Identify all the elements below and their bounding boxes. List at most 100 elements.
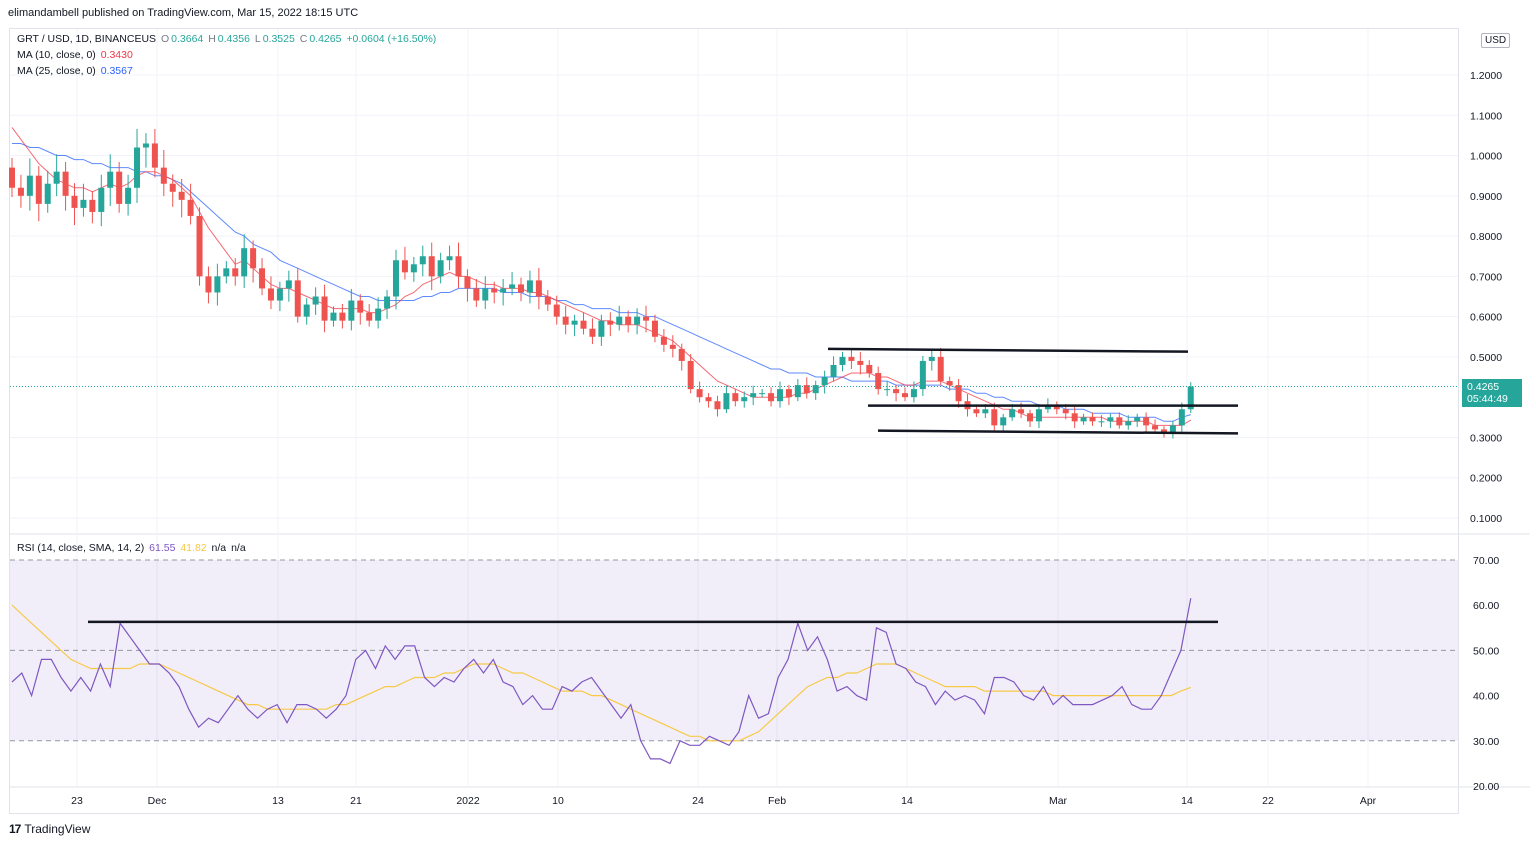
legend-rsi-label: RSI (14, close, SMA, 14, 2) (17, 542, 145, 554)
candle-body (580, 320, 587, 329)
candle-body (875, 373, 882, 390)
price-tick-label: 0.8000 (1470, 231, 1502, 243)
candle (973, 405, 980, 417)
price-tick-label: 1.2000 (1470, 70, 1502, 82)
candle-body (535, 280, 542, 297)
candle (696, 381, 703, 403)
legend-open: 0.3664 (171, 33, 204, 45)
candle (669, 335, 676, 358)
candle-body (821, 377, 828, 386)
legend-symbol-row: GRT / USD, 1D, BINANCEUS O 0.3664 H 0.4356… (17, 33, 438, 45)
legend-na-2: n/a (231, 542, 246, 554)
candle (651, 314, 658, 343)
candle-body (303, 304, 310, 317)
candle (759, 389, 766, 398)
candle-body (1080, 417, 1087, 422)
tradingview-brand: TradingView (24, 822, 91, 836)
candle-body (169, 183, 176, 192)
candle-body (196, 215, 203, 277)
candle-body (714, 401, 721, 410)
candle (607, 312, 614, 337)
candle (625, 310, 632, 333)
candle (1098, 415, 1105, 427)
candle-body (151, 143, 158, 168)
candle-body (250, 248, 257, 269)
candle (366, 304, 373, 327)
candle-body (357, 300, 364, 313)
time-tick-label: Mar (1049, 795, 1068, 807)
candle (526, 270, 533, 304)
candle-body (1027, 413, 1034, 422)
candle (714, 395, 721, 417)
candle (1053, 401, 1060, 415)
candle (384, 289, 391, 319)
candle (71, 183, 78, 226)
candle-body (437, 260, 444, 277)
candle (803, 377, 810, 399)
candle-body (259, 268, 266, 289)
rsi-line (11, 598, 1192, 765)
candle-body (473, 288, 480, 301)
candle-body (598, 320, 605, 337)
candle-body (518, 284, 525, 293)
price-tick-label: 0.1000 (1470, 513, 1502, 525)
legend-close-label: C (299, 33, 308, 45)
time-tick-label: 23 (71, 795, 83, 807)
published-info: elimandambell published on TradingView.c… (8, 7, 359, 19)
candle (151, 128, 158, 178)
rsi-ma-line (11, 604, 1192, 742)
candle (884, 381, 891, 397)
legend-high: 0.4356 (217, 33, 250, 45)
candle (866, 360, 873, 378)
candle (357, 294, 364, 325)
candle-body (232, 268, 239, 277)
legend-high-label: H (208, 33, 216, 45)
legend-rsi-row: RSI (14, close, SMA, 14, 2) 61.55 41.82 … (17, 542, 248, 554)
candle-body (348, 300, 355, 321)
bar-countdown: 05:44:49 (1467, 393, 1508, 405)
candle-body (768, 393, 775, 402)
candle (839, 351, 846, 372)
candle (160, 150, 167, 197)
candle (1152, 419, 1159, 433)
candle-body (634, 316, 641, 325)
candle-body (366, 312, 373, 321)
legend-na-1: n/a (211, 542, 227, 554)
candle-body (285, 280, 292, 289)
candle-body (1098, 421, 1105, 423)
candle (437, 252, 444, 284)
candle (312, 287, 319, 315)
candle-body (44, 183, 51, 204)
tradingview-logo[interactable]: 17 TradingView (9, 822, 90, 836)
candle (285, 270, 292, 302)
candle-body (98, 187, 105, 212)
candle (1107, 413, 1114, 429)
legend-low-label: L (254, 33, 261, 45)
candle-body (205, 276, 212, 293)
candle-body (910, 389, 917, 398)
candle (53, 154, 60, 197)
time-tick-label: 10 (552, 795, 564, 807)
rsi-tick-label: 40.00 (1473, 691, 1499, 703)
price-tick-label: 0.9000 (1470, 191, 1502, 203)
candle (464, 269, 471, 302)
candle-body (446, 256, 453, 261)
candle (776, 381, 783, 408)
candle (187, 183, 194, 225)
candle (812, 380, 819, 400)
candle (348, 288, 355, 331)
candle-body (955, 385, 962, 402)
candle (946, 376, 953, 391)
candle-body (687, 360, 694, 390)
candle (928, 349, 935, 371)
candle (169, 174, 176, 207)
channel-bottom-line (877, 429, 1239, 435)
candle-body (696, 389, 703, 398)
legend-rsi-ma-value: 41.82 (180, 542, 207, 554)
candle-body (401, 260, 408, 273)
candle-body (1044, 405, 1051, 410)
candle-body (1089, 417, 1096, 422)
currency-unit-button[interactable]: USD (1481, 33, 1511, 48)
candle (267, 276, 274, 310)
